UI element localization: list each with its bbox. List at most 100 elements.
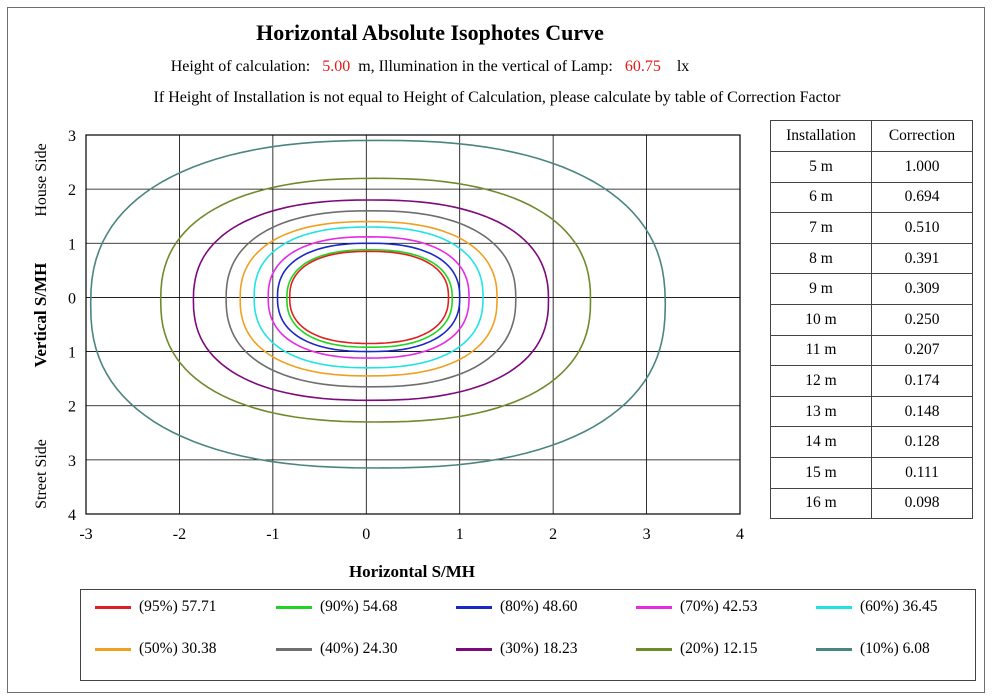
installation-height-cell: 15 m — [770, 456, 872, 489]
legend-label: (60%) 36.45 — [860, 598, 938, 615]
height-value: 5.00 — [322, 58, 351, 75]
legend-item: (10%) 6.08 — [816, 640, 930, 658]
installation-header: Installation — [770, 120, 872, 152]
table-row: 16 m 0.098 — [770, 487, 973, 520]
legend-swatch — [95, 647, 131, 651]
installation-height-cell: 14 m — [770, 426, 872, 458]
legend-label: (40%) 24.30 — [320, 640, 398, 657]
legend-label: (50%) 30.38 — [139, 640, 217, 657]
correction-header: Correction — [871, 120, 973, 152]
table-row: 11 m 0.207 — [770, 334, 973, 367]
table-row: 5 m 1.000 — [770, 151, 973, 183]
plot-grid — [85, 134, 741, 515]
installation-height-cell: 8 m — [770, 242, 872, 275]
legend-item: (50%) 30.38 — [95, 640, 217, 658]
legend-label: (80%) 48.60 — [500, 598, 578, 615]
installation-height-cell: 10 m — [770, 303, 872, 336]
y-tick-label: 4 — [68, 507, 76, 524]
correction-factor-cell: 0.309 — [871, 273, 973, 305]
x-tick-label: 4 — [736, 526, 744, 543]
correction-factor-cell: 0.111 — [871, 456, 973, 489]
y-axis-label: Vertical S/MH — [31, 263, 50, 368]
x-tick-label: -2 — [173, 526, 186, 543]
x-tick-label: 3 — [643, 526, 651, 543]
table-row: 7 m 0.510 — [770, 212, 973, 244]
installation-height-cell: 7 m — [770, 212, 872, 244]
correction-factor-table: Installation Correction 5 m 1.000 6 m 0.694… — [770, 120, 973, 520]
table-row: 15 m 0.111 — [770, 456, 973, 489]
isophote-curve — [288, 250, 450, 345]
legend-swatch — [456, 647, 492, 651]
x-tick-label: 1 — [456, 526, 464, 543]
x-tick-label: 0 — [362, 526, 370, 543]
plot-border — [85, 134, 741, 515]
x-tick-label: 2 — [549, 526, 557, 543]
isophote-curve — [267, 235, 470, 359]
legend-item: (90%) 54.68 — [276, 598, 398, 616]
y-tick-label: 2 — [68, 182, 76, 199]
x-axis-label: Horizontal S/MH — [349, 562, 475, 581]
isophote-curve — [253, 226, 484, 369]
table-row: 9 m 0.309 — [770, 273, 973, 305]
isophote-curve — [89, 139, 667, 469]
legend-label: (20%) 12.15 — [680, 640, 758, 657]
correction-factor-cell: 0.391 — [871, 242, 973, 275]
isophote-curve — [159, 177, 592, 423]
installation-height-cell: 13 m — [770, 395, 872, 428]
x-tick-label: -1 — [266, 526, 279, 543]
table-row: 10 m 0.250 — [770, 303, 973, 336]
legend-item: (60%) 36.45 — [816, 598, 938, 616]
legend-swatch — [456, 605, 492, 609]
legend-label: (90%) 54.68 — [320, 598, 398, 615]
y-tick-label: 3 — [68, 453, 76, 470]
installation-height-cell: 9 m — [770, 273, 872, 305]
installation-height-cell: 5 m — [770, 151, 872, 183]
legend-swatch — [636, 605, 672, 609]
installation-height-cell: 16 m — [770, 487, 872, 520]
legend-swatch — [276, 605, 312, 609]
legend-label: (95%) 57.71 — [139, 598, 217, 615]
installation-height-cell: 6 m — [770, 181, 872, 214]
isophote-curves — [89, 139, 667, 469]
legend-swatch — [816, 605, 852, 609]
legend-label: (30%) 18.23 — [500, 640, 578, 657]
y-tick-label: 3 — [68, 128, 76, 145]
legend-item: (30%) 18.23 — [456, 640, 578, 658]
isophote-curve — [225, 209, 517, 388]
report-frame — [7, 7, 985, 693]
correction-note: If Height of Installation is not equal t… — [153, 89, 841, 106]
correction-factor-cell: 0.128 — [871, 426, 973, 458]
house-side-label: House Side — [33, 143, 50, 216]
table-row: 8 m 0.391 — [770, 242, 973, 275]
axis-ticks: -3 -2 -1 0 1 2 3 4 3 2 1 0 1 2 3 4 — [68, 128, 744, 543]
illumination-unit: lx — [676, 58, 690, 75]
correction-factor-cell: 0.510 — [871, 212, 973, 244]
table-row: 6 m 0.694 — [770, 181, 973, 214]
illumination-value: 60.75 — [624, 58, 661, 75]
calculation-info: Height of calculation: 5.00 m, Illuminat… — [0, 58, 860, 76]
y-tick-label: 0 — [68, 290, 76, 307]
table-header-row: Installation Correction — [770, 120, 973, 152]
isophote-curve — [286, 249, 454, 348]
table-row: 13 m 0.148 — [770, 395, 973, 428]
isophote-curve — [276, 242, 461, 353]
correction-factor-cell: 0.174 — [871, 365, 973, 397]
y-tick-label: 1 — [68, 345, 76, 362]
correction-factor-cell: 0.098 — [871, 487, 973, 520]
x-tick-label: -3 — [79, 526, 92, 543]
legend-item: (70%) 42.53 — [636, 598, 758, 616]
correction-factor-cell: 0.207 — [871, 334, 973, 367]
legend-item: (80%) 48.60 — [456, 598, 578, 616]
isophote-curve — [239, 220, 498, 377]
correction-factor-cell: 0.250 — [871, 303, 973, 336]
legend-swatch — [276, 647, 312, 651]
legend-swatch — [816, 647, 852, 651]
legend-swatch — [636, 647, 672, 651]
chart-title: Horizontal Absolute Isophotes Curve — [256, 20, 604, 45]
chart-legend: (95%) 57.71 (90%) 54.68 (80%) 48.60 (70%) 4… — [80, 589, 976, 681]
height-label: Height of calculation: — [170, 58, 311, 75]
legend-label: (10%) 6.08 — [860, 640, 930, 657]
table-row: 12 m 0.174 — [770, 365, 973, 397]
legend-item: (95%) 57.71 — [95, 598, 217, 616]
